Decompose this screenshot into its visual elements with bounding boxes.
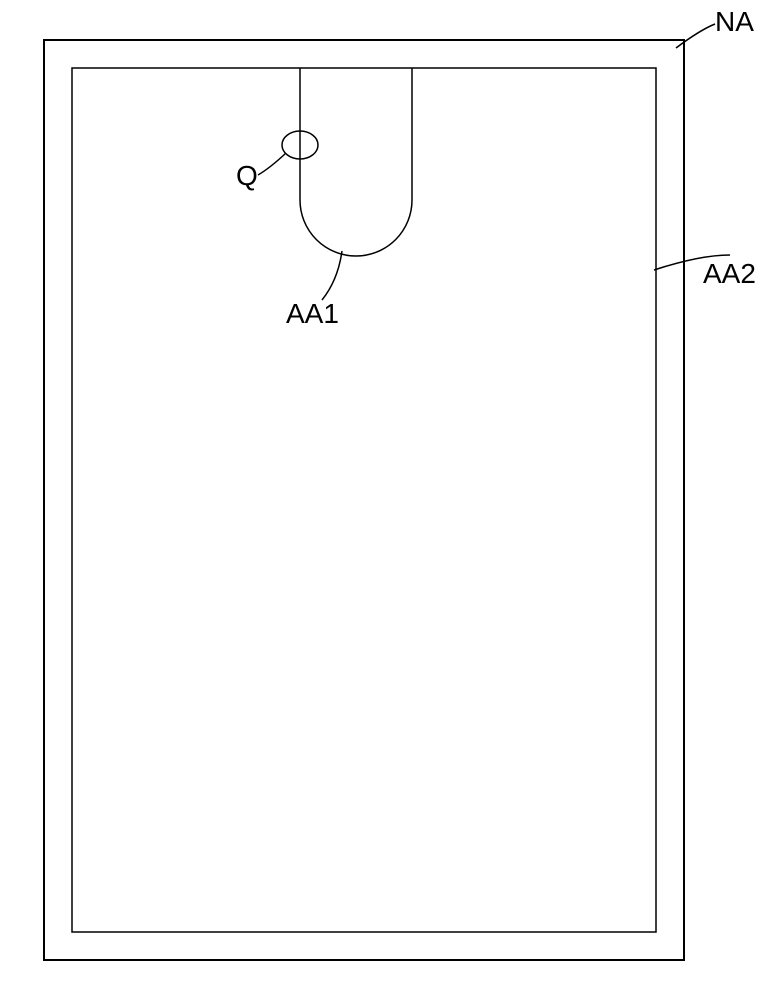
label-aa2: AA2 [703,258,756,290]
leader-na [676,24,715,48]
notch-aa1 [300,68,412,256]
diagram-container: NA AA2 AA1 Q [0,0,770,1000]
label-na: NA [715,6,754,38]
label-q: Q [236,160,258,192]
inner-rect-aa2 [72,68,656,932]
outer-rect-na [44,40,684,960]
diagram-svg [0,0,770,1000]
leader-q [258,153,286,175]
leader-aa1 [322,251,342,300]
label-aa1: AA1 [286,298,339,330]
